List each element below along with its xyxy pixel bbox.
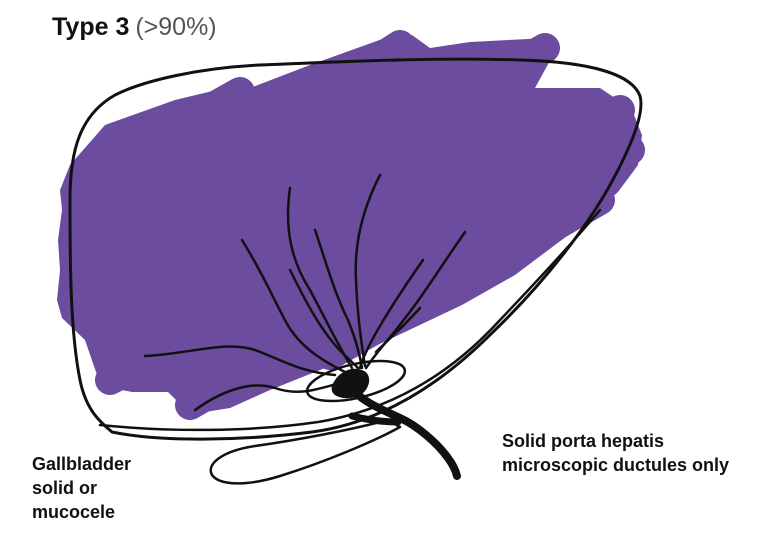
cystic-duct <box>348 412 402 426</box>
liver-fill <box>57 30 645 420</box>
fill-stroke <box>95 77 255 180</box>
liver-outline <box>68 57 643 441</box>
gallbladder-label-line: Gallbladder <box>32 454 132 474</box>
ductule <box>288 268 360 370</box>
ductule <box>358 258 425 370</box>
type-label: Type 3 <box>52 13 130 41</box>
ductule <box>143 345 337 377</box>
fill-stroke <box>95 95 635 395</box>
gallbladder-outline <box>209 418 402 485</box>
fill-stroke <box>70 33 560 330</box>
microscopic-ductules <box>143 173 467 412</box>
liver-fill-strokes <box>70 30 645 420</box>
porta-hepatis-label-line: microscopic ductules only <box>502 455 730 475</box>
ductule <box>193 381 342 412</box>
diagram-title: Type 3 (>90%) <box>52 12 217 42</box>
gallbladder-label-line: solid or <box>32 478 98 498</box>
gallbladder-label: Gallbladder solid or mucocele <box>32 452 182 524</box>
fill-stroke <box>315 185 615 370</box>
ductule <box>354 173 382 368</box>
solid-bile-duct <box>348 384 461 480</box>
ductule <box>374 306 422 354</box>
gallbladder-label-line: mucocele <box>32 502 116 522</box>
percentage-label: (>90%) <box>135 13 217 41</box>
fill-stroke <box>75 30 415 260</box>
liver-inner-contour <box>98 208 602 432</box>
porta-hepatis-label-line: Solid porta hepatis <box>502 431 665 451</box>
ductule <box>240 238 347 374</box>
ductule <box>286 186 354 370</box>
ductule <box>313 228 364 370</box>
porta-hepatis-label: Solid porta hepatis microscopic ductules… <box>502 429 762 477</box>
